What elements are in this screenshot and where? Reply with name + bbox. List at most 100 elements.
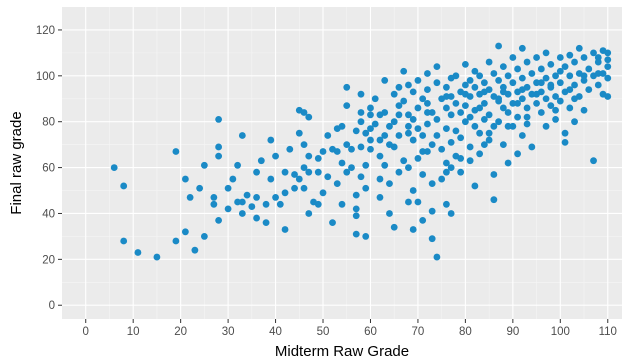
data-point [243,191,251,199]
data-point [367,104,374,112]
data-point [566,104,574,112]
data-point [400,157,408,165]
data-point [253,214,260,222]
data-point [300,109,308,116]
data-point [509,54,517,61]
x-tick-label: 90 [506,326,519,338]
data-point [215,216,223,224]
data-point [395,132,403,139]
data-point [305,168,313,176]
data-point [571,118,578,126]
data-point [400,97,408,105]
data-point [537,109,545,116]
data-point [291,184,298,192]
x-tick-label: 60 [364,326,377,338]
data-point [319,189,327,197]
data-point [590,49,597,57]
data-point [428,207,436,215]
data-point [537,65,545,73]
data-point [428,235,436,243]
data-point [181,228,189,236]
data-point [352,212,360,220]
data-point [338,122,346,130]
data-point [480,116,488,123]
data-point [571,95,578,103]
data-point [518,74,526,82]
data-point [585,86,593,93]
data-point [457,155,465,162]
data-point [395,102,403,110]
data-point [338,200,346,208]
data-point [499,104,507,112]
x-tick-label: 0 [83,326,89,338]
data-point [480,99,488,107]
data-point [585,65,593,73]
data-point [495,42,503,50]
data-point [599,70,607,77]
data-point [561,138,569,146]
data-point [381,109,389,116]
data-point [580,72,588,80]
data-point [518,86,526,93]
data-point [409,187,417,194]
data-point [414,77,422,84]
data-point [461,81,469,89]
data-point [556,97,564,105]
data-point [424,70,431,77]
data-point [234,161,241,169]
data-point [367,136,374,144]
data-point [395,111,403,119]
data-point [324,132,332,139]
data-point [120,237,128,245]
data-point [514,99,521,107]
data-point [371,95,379,103]
data-point [509,99,517,107]
data-point [490,70,498,77]
data-point [405,198,412,206]
data-point [381,132,389,139]
data-point [229,175,237,183]
data-point [357,109,365,116]
data-point [409,226,417,233]
y-tick-label: 40 [42,208,55,220]
data-point [471,122,479,130]
data-point [461,118,469,126]
data-point [561,129,569,137]
y-tick-label: 100 [36,71,55,83]
data-point [504,72,512,80]
data-point [386,141,393,149]
data-point [523,113,531,121]
data-point [295,175,303,183]
y-axis-title: Final raw grade [8,111,25,214]
data-point [552,72,559,80]
data-point [257,157,265,165]
x-tick-label: 10 [127,326,140,338]
data-point [357,90,365,98]
data-point [419,95,427,103]
data-point [528,143,536,151]
x-tick-label: 20 [174,326,187,338]
x-tick-label: 80 [459,326,472,338]
data-point [324,173,332,181]
data-point [357,118,365,126]
data-point [395,168,403,176]
data-point [471,182,479,190]
data-point [556,54,564,61]
data-point [447,111,455,119]
data-point [362,129,370,137]
data-point [409,88,417,96]
data-point [499,88,507,96]
data-point [409,116,417,123]
data-point [466,143,474,151]
data-point [428,109,436,116]
data-point [447,164,455,171]
data-point [362,184,370,192]
data-point [405,164,412,171]
data-point [120,182,128,190]
data-point [495,95,503,103]
data-point [504,109,512,116]
data-point [518,132,526,139]
data-point [466,77,474,84]
data-point [542,74,550,82]
data-point [381,77,389,84]
